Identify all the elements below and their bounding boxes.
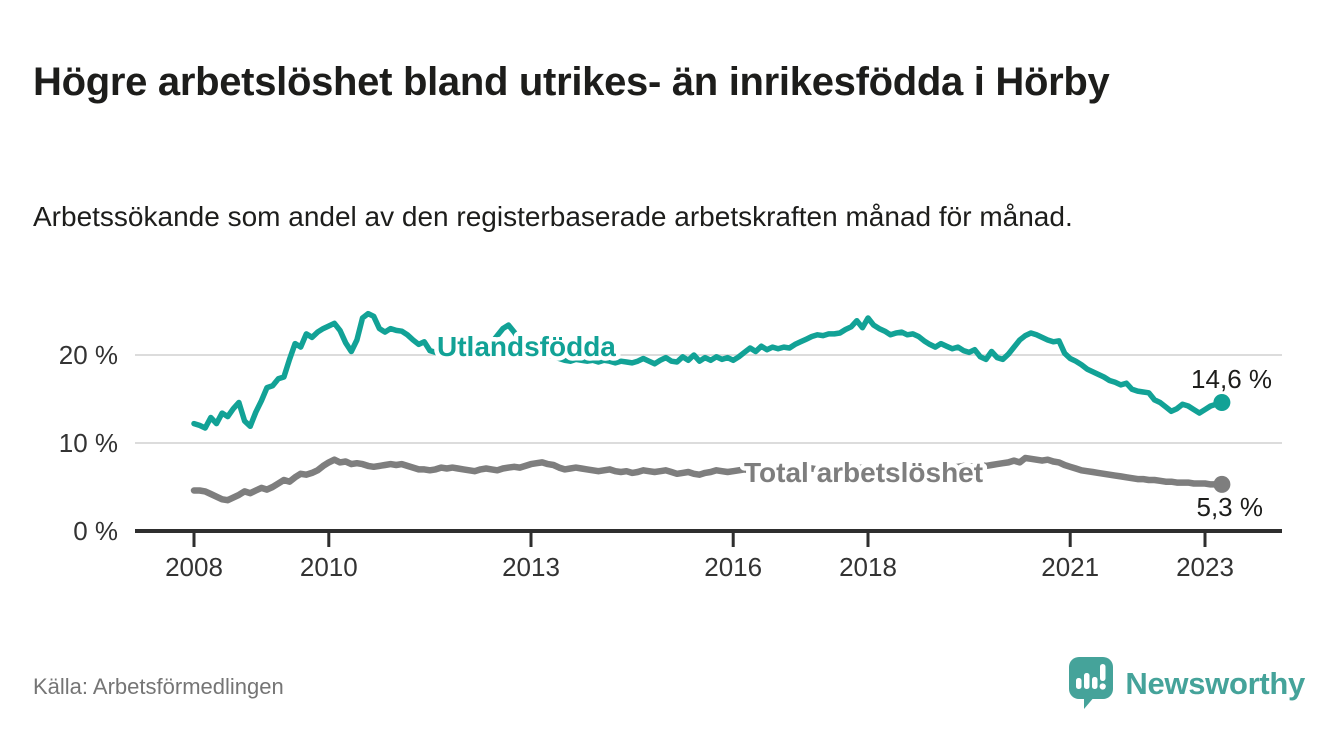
series-label-utlandsfodda: Utlandsfödda: [437, 331, 616, 362]
y-tick-label: 0 %: [73, 516, 118, 546]
series-label-total: Total arbetslöshet: [744, 457, 983, 488]
x-tick-label: 2021: [1041, 552, 1099, 582]
x-tick-label: 2018: [839, 552, 897, 582]
newsworthy-logo: Newsworthy: [1068, 656, 1305, 711]
x-tick-label: 2008: [165, 552, 223, 582]
series-end-dot: [1213, 475, 1231, 493]
series-end-dot: [1213, 394, 1231, 411]
x-tick-label: 2013: [502, 552, 560, 582]
series-end-value-label: 5,3 %: [1197, 492, 1264, 522]
x-tick-label: 2016: [704, 552, 762, 582]
series-line-utlandsfodda: [191, 310, 1225, 431]
newsworthy-wordmark: Newsworthy: [1125, 665, 1305, 701]
series-end-value-label: 14,6 %: [1191, 364, 1272, 394]
x-tick-label: 2010: [300, 552, 358, 582]
y-tick-label: 10 %: [59, 428, 118, 458]
source-attribution: Källa: Arbetsförmedlingen: [33, 674, 284, 699]
chart-subtitle: Arbetssökande som andel av den registerb…: [33, 201, 1073, 232]
newsworthy-logo-icon: [1069, 657, 1114, 709]
series-line-total: [190, 454, 1226, 504]
x-tick-label: 2023: [1176, 552, 1234, 582]
page-title: Högre arbetslöshet bland utrikes- än inr…: [33, 59, 1110, 104]
y-tick-label: 20 %: [59, 340, 118, 370]
